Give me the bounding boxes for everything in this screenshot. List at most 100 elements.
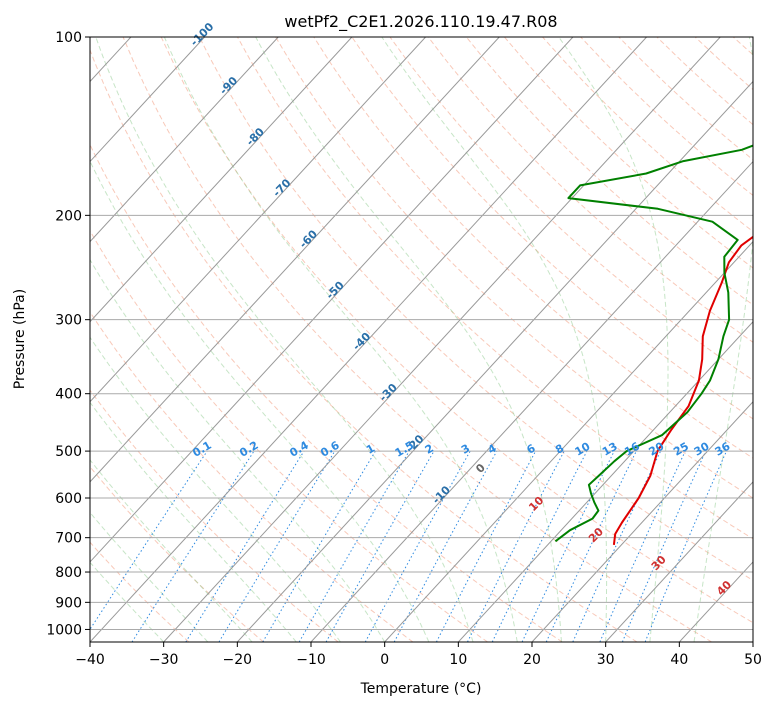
dry-adiabat: [160, 37, 753, 624]
moist-adiabat: [90, 401, 297, 642]
y-tick-label: 200: [55, 208, 82, 224]
mixing-ratio-label: 1: [364, 442, 377, 457]
mixing-ratio-label: 16: [622, 440, 642, 459]
mixing-ratio-line: [298, 450, 410, 642]
mixing-ratio-line: [491, 450, 588, 642]
x-tick-label: −20: [223, 652, 253, 668]
mixing-ratio-label: 30: [692, 440, 712, 459]
dry-adiabat: [198, 37, 753, 581]
dry-adiabat: [90, 48, 638, 642]
mixing-ratio-label: 0.2: [237, 439, 260, 460]
moist-adiabat: [163, 37, 518, 642]
isotherm: [236, 80, 753, 642]
moist-adiabat-label: 0: [473, 461, 488, 476]
moist-adiabat-label: 10: [526, 494, 546, 514]
dry-adiabat: [771, 37, 775, 642]
isotherm-label: -70: [270, 176, 293, 199]
x-tick-label: −40: [75, 652, 105, 668]
moist-adiabat: [381, 37, 608, 642]
dry-adiabat: [580, 37, 753, 197]
background-lines: [90, 37, 775, 642]
dry-adiabat: [90, 389, 339, 642]
x-tick-label: 10: [449, 652, 467, 668]
dry-adiabat: [90, 541, 190, 642]
y-tick-label: 800: [55, 565, 82, 581]
mixing-ratio-line: [185, 450, 305, 642]
series-temperature: [612, 235, 753, 546]
isotherm: [90, 37, 500, 483]
dry-adiabat: [237, 37, 753, 540]
y-tick-label: 400: [55, 387, 82, 403]
mixing-ratio-line: [467, 450, 565, 642]
moist-adiabat: [90, 459, 253, 642]
dry-adiabat: [90, 143, 563, 642]
moist-adiabat: [90, 561, 165, 642]
mixing-ratio-line: [90, 450, 208, 631]
moist-adiabat: [90, 160, 430, 642]
plot-frame: [89, 36, 754, 643]
x-tick-label: 40: [670, 652, 688, 668]
y-tick-label: 500: [55, 444, 82, 460]
dry-adiabat: [275, 37, 753, 499]
mixing-ratio-label: 4: [486, 441, 499, 456]
mixing-ratio-line: [644, 450, 727, 642]
moist-adiabat-label: 20: [586, 525, 606, 545]
series-group: [554, 144, 753, 546]
moist-adiabat: [95, 37, 474, 642]
y-tick-label: 900: [55, 595, 82, 611]
x-tick-label: −10: [296, 652, 326, 668]
mixing-ratio-line: [393, 450, 498, 642]
isotherm: [163, 37, 721, 642]
y-tick-label: 300: [55, 313, 82, 329]
mixing-ratio-line: [364, 450, 471, 642]
dry-adiabat: [504, 37, 753, 269]
dry-adiabat: [694, 37, 753, 91]
isotherm-label: -100: [188, 20, 217, 49]
mixing-ratio-line: [325, 450, 435, 642]
x-tick-label: 0: [380, 652, 389, 668]
mixing-ratio-line: [621, 450, 707, 642]
dry-adiabat: [732, 37, 753, 56]
isotherm: [90, 37, 426, 403]
y-axis-title: Pressure (hPa): [12, 289, 28, 389]
mixing-ratio-label: 3: [459, 442, 472, 457]
isotherm: [90, 37, 574, 563]
x-axis-title: Temperature (°C): [360, 681, 482, 697]
axes: −40 −30 −20 −10 0 10 20 30 40 5010020030040050060…: [46, 30, 762, 668]
isotherm-label: -60: [297, 227, 320, 250]
moist-adiabat-label: 30: [649, 553, 669, 573]
moist-adiabat: [558, 37, 669, 642]
dry-adiabat: [90, 465, 264, 642]
dry-adiabat: [90, 311, 414, 642]
moist-adiabat: [693, 37, 753, 642]
mixing-ratio-line: [131, 450, 255, 642]
dry-adiabat: [122, 37, 712, 642]
dry-adiabat: [313, 37, 753, 459]
mixing-ratio-line: [218, 450, 336, 642]
isotherm-label: -50: [324, 278, 347, 301]
mixing-ratio-line: [521, 450, 615, 642]
x-tick-label: 30: [597, 652, 615, 668]
mixing-ratio-label: 0.1: [190, 439, 213, 460]
moist-adiabat: [90, 511, 209, 642]
isotherm: [90, 37, 647, 642]
isotherm: [310, 160, 753, 642]
x-tick-label: 50: [744, 652, 762, 668]
moist-adiabat: [90, 336, 341, 642]
mixing-ratio-label: 2: [423, 442, 436, 457]
y-tick-label: 700: [55, 531, 82, 547]
y-tick-label: 1000: [46, 622, 82, 638]
isotherm: [384, 240, 753, 642]
x-tick-label: 20: [523, 652, 541, 668]
chart-title: wetPf2_C2E1.2026.110.19.47.R08: [284, 12, 557, 32]
series-dewpoint: [554, 144, 753, 543]
mixing-ratio-label: 6: [525, 441, 538, 456]
x-tick-label: −30: [149, 652, 179, 668]
isotherm: [678, 561, 753, 642]
mixing-ratio-label: 0.6: [318, 439, 342, 460]
grid: [90, 37, 753, 642]
mixing-ratio-label: 10: [573, 440, 593, 459]
moist-adiabat-label: 40: [714, 578, 734, 598]
dry-adiabat: [465, 37, 753, 306]
